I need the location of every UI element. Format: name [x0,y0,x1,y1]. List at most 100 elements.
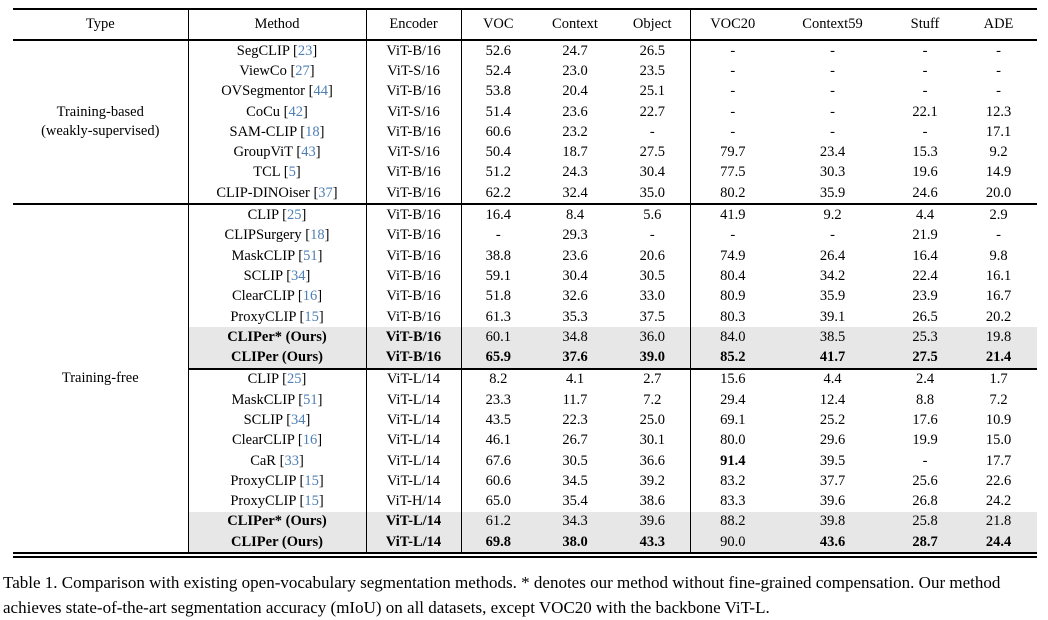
citation-link[interactable]: 18 [310,227,325,244]
value-cell: - [730,103,736,120]
encoder-cell: ViT-L/14 [366,532,462,553]
value-cell: 41.7 [775,347,890,369]
results-table: Type Method Encoder VOC Context Object VOC20 Co… [13,8,1037,559]
value-cell: 26.5 [615,40,691,62]
value-cell: - [495,227,501,244]
value-cell: 24.2 [985,493,1012,510]
value-cell: 7.2 [615,390,691,411]
value-cell: 69.8 [461,532,535,553]
encoder-cell: ViT-B/16 [366,81,462,102]
value-cell: 88.2 [690,511,775,533]
column-header-object: Object [615,10,691,41]
value-cell: 51.8 [485,288,511,305]
table-row: Training-free CLIP [25] ViT-B/16 16.4 8.4 5.6… [13,203,1037,553]
value-cell: 1.7 [960,367,1037,391]
table-row: Training-based (weakly-supervised) SegCLIP… [13,40,1037,205]
value-cell: 29.4 [720,391,746,408]
citation-link[interactable]: 34 [291,267,306,284]
citation-link[interactable]: 16 [302,432,318,449]
encoder-cell: ViT-S/16 [366,61,462,82]
table-row: ProxyCLIP [15] ViT-L/14 60.6 34.5 39.2 83.2 37… [13,471,1037,492]
value-cell: 20.6 [615,245,691,267]
value-cell: 39.0 [615,347,691,369]
citation-link[interactable]: 33 [284,452,299,469]
value-cell: 36.6 [615,450,691,472]
value-cell: 62.2 [485,184,511,201]
citation-link[interactable]: 37 [318,184,333,201]
value-cell: 25.1 [615,81,691,102]
value-cell: 9.2 [989,144,1008,161]
encoder-cell: ViT-L/14 [366,450,462,472]
type-group-label: Training-free [13,203,189,553]
value-cell: 39.1 [819,308,846,325]
value-cell: - [730,83,736,100]
citation-link[interactable]: 44 [313,83,328,100]
method-cell: CLIPer* (Ours) [188,511,367,533]
citation-link[interactable]: 25 [287,371,302,388]
value-cell: 12.4 [819,391,846,408]
value-cell: 23.6 [562,247,588,264]
citation-link[interactable]: 25 [287,207,302,224]
value-cell: 30.1 [615,430,691,451]
table-row: ClearCLIP [16] ViT-L/14 46.1 26.7 30.1 80.0 29… [13,430,1037,451]
encoder-cell: ViT-B/16 [366,40,462,62]
comparison-table: Type Method Encoder VOC Context Object VOC20 Co… [13,10,1037,553]
value-cell: 29.6 [819,432,846,449]
citation-link[interactable]: 5 [288,164,296,181]
value-cell: 39.5 [819,452,846,469]
column-header-ade: ADE [960,10,1037,41]
encoder-cell: ViT-B/16 [366,347,462,369]
value-cell: 30.4 [562,267,588,284]
value-cell: - [830,62,835,79]
value-cell: 74.9 [720,247,746,264]
value-cell: 37.5 [615,306,691,328]
value-cell: 36.0 [615,327,691,348]
value-cell: 53.8 [485,83,511,100]
value-cell: 60.6 [485,472,511,489]
method-cell: CLIPer (Ours) [188,347,367,369]
value-cell: 25.2 [819,411,846,428]
encoder-cell: ViT-B/16 [366,203,462,226]
column-header-voc: VOC [461,10,535,41]
value-cell: 38.0 [535,532,615,553]
citation-link[interactable]: 15 [304,493,319,510]
value-cell: 37.6 [535,347,615,369]
value-cell: 43.3 [615,532,691,553]
citation-link[interactable]: 51 [303,247,318,264]
citation-link[interactable]: 42 [288,103,303,120]
citation-link[interactable]: 43 [301,144,316,161]
method-cell: MaskCLIP [51] [188,390,367,411]
citation-link[interactable]: 16 [302,288,318,305]
value-cell: 77.5 [720,164,746,181]
table-row: CaR [33] ViT-L/14 67.6 30.5 36.6 91.4 39.5 - 17.… [13,450,1037,472]
value-cell: - [922,83,928,100]
value-cell: 60.6 [485,123,511,140]
value-cell: 35.3 [562,308,588,325]
value-cell: 39.6 [615,511,691,533]
value-cell: 80.2 [720,184,746,201]
citation-link[interactable]: 51 [303,391,318,408]
value-cell: 2.9 [960,203,1037,226]
citation-link[interactable]: 34 [291,411,306,428]
table-row: CLIPer (Ours) ViT-L/14 69.8 38.0 43.3 90.0 43.… [13,532,1037,553]
value-cell: 35.0 [615,183,691,205]
value-cell: 30.5 [615,266,691,287]
value-cell: 32.6 [562,288,588,305]
citation-link[interactable]: 18 [305,123,320,140]
value-cell: 46.1 [485,432,511,449]
citation-link[interactable]: 15 [304,472,319,489]
value-cell: 39.2 [615,471,691,492]
value-cell: 19.6 [912,164,938,181]
value-cell: - [922,42,928,59]
value-cell: 35.4 [562,493,588,510]
citation-link[interactable]: 27 [295,62,310,79]
value-cell: 85.2 [690,347,775,369]
value-cell: 29.3 [562,227,588,244]
citation-link[interactable]: 15 [304,308,319,325]
value-cell: 30.5 [562,452,588,469]
value-cell: 25.3 [890,327,960,348]
method-cell: ProxyCLIP [15] [188,471,367,492]
citation-link[interactable]: 23 [297,42,313,59]
value-cell: 52.6 [485,42,511,59]
value-cell: 30.4 [615,162,691,184]
